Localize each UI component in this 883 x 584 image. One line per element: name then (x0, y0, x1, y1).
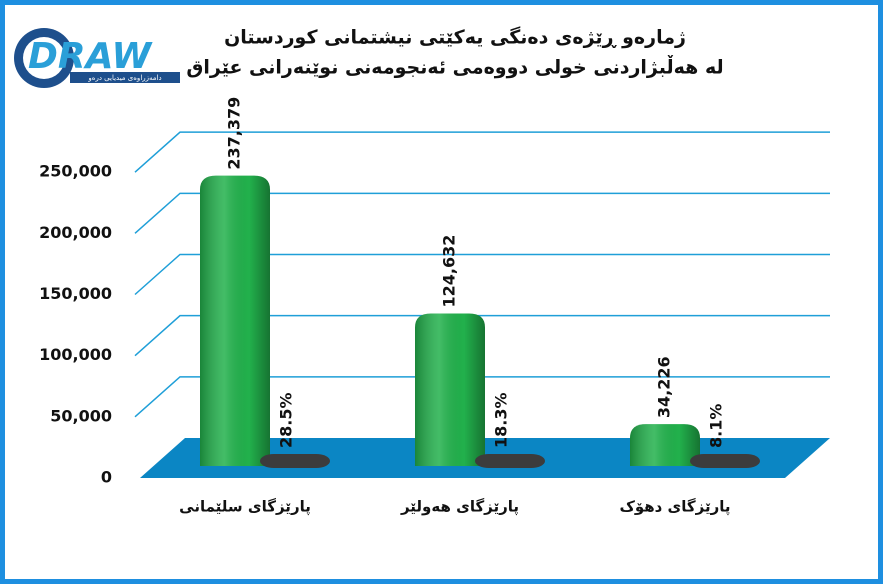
value-label: 8.1% (707, 404, 726, 448)
bar-group (690, 453, 760, 468)
grid-line (134, 376, 830, 418)
y-tick-label: 100,000 (39, 345, 112, 364)
y-tick-label: 0 (101, 468, 112, 487)
value-label: 34,226 (655, 356, 674, 418)
bar-group (415, 313, 485, 466)
value-label: 28.5% (277, 392, 296, 448)
chart-title: لە هەڵبژاردنی خولی دووەمی ئەنجومەنی نوێن… (186, 55, 723, 79)
y-tick-label: 250,000 (39, 162, 112, 181)
bar (690, 453, 760, 468)
grid-line (134, 192, 830, 234)
grid-line (134, 253, 830, 296)
bar-group (260, 453, 330, 468)
x-tick-label: پارێزگای هەولێر (400, 498, 519, 517)
value-label: 124,632 (440, 235, 459, 308)
bar-group (630, 424, 700, 466)
x-tick-label: پارێزگای سلێمانی (179, 498, 311, 517)
y-tick-label: 150,000 (39, 284, 112, 303)
value-label: 237,379 (225, 97, 244, 170)
value-label: 18.3% (492, 392, 511, 448)
bar (260, 453, 330, 468)
bar-group (475, 453, 545, 468)
logo-ring (23, 37, 65, 79)
y-tick-label: 50,000 (50, 406, 112, 425)
grid-line (134, 131, 830, 173)
bar-group (200, 175, 270, 466)
bar-shade (415, 313, 485, 466)
chart-title: ژمارەو ڕێژەی دەنگی یەکێتی نیشتمانی کوردس… (224, 26, 686, 49)
bar-shade (200, 175, 270, 466)
logo: DRAW دامەزراوەی میدیایی درەو (14, 28, 180, 88)
logo-band (70, 72, 180, 83)
logo-subtitle: دامەزراوەی میدیایی درەو (87, 74, 161, 82)
bar (475, 453, 545, 468)
grid-line (134, 314, 830, 357)
logo-text: DRAW (28, 36, 153, 77)
y-tick-label: 200,000 (39, 223, 112, 242)
bar-shade (630, 424, 700, 466)
x-tick-label: پارێزگای دهۆک (619, 498, 730, 517)
